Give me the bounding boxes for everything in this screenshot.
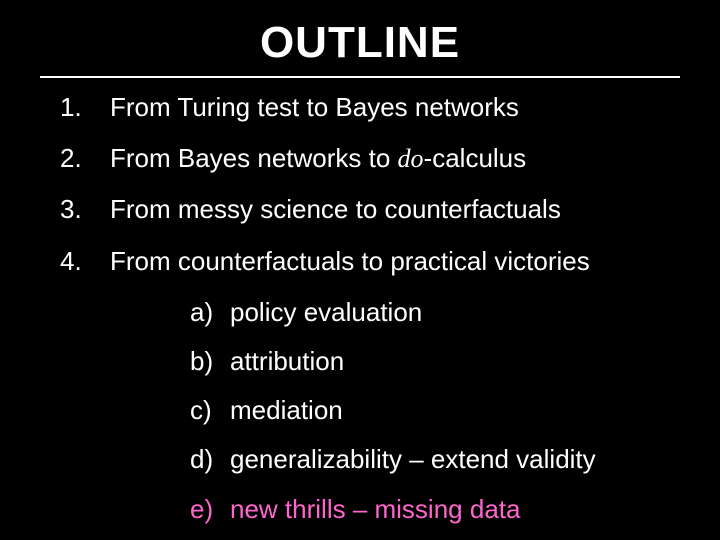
slide: OUTLINE 1. From Turing test to Bayes net… <box>0 0 720 540</box>
subitem-text: mediation <box>230 395 343 426</box>
sublist-item: d) generalizability – extend validity <box>190 444 720 475</box>
subitem-text: policy evaluation <box>230 297 422 328</box>
subitem-label: e) <box>190 494 230 525</box>
outline-list: 1. From Turing test to Bayes networks 2.… <box>0 92 720 277</box>
item-text: From Turing test to Bayes networks <box>110 92 670 123</box>
list-item: 3. From messy science to counterfactuals <box>60 194 670 225</box>
item-number: 2. <box>60 143 110 174</box>
sublist-item: e) new thrills – missing data <box>190 494 720 525</box>
sublist-item: c) mediation <box>190 395 720 426</box>
subitem-label: d) <box>190 444 230 475</box>
list-item: 2. From Bayes networks to do-calculus <box>60 143 670 174</box>
horizontal-rule <box>40 76 680 78</box>
item-text: From counterfactuals to practical victor… <box>110 246 670 277</box>
subitem-label: c) <box>190 395 230 426</box>
item-number: 1. <box>60 92 110 123</box>
sublist-item: b) attribution <box>190 346 720 377</box>
slide-title: OUTLINE <box>0 0 720 76</box>
outline-sublist: a) policy evaluation b) attribution c) m… <box>0 297 720 525</box>
subitem-text: generalizability – extend validity <box>230 444 596 475</box>
item-number: 3. <box>60 194 110 225</box>
subitem-label: b) <box>190 346 230 377</box>
list-item: 4. From counterfactuals to practical vic… <box>60 246 670 277</box>
item-text: From messy science to counterfactuals <box>110 194 670 225</box>
item-number: 4. <box>60 246 110 277</box>
subitem-text: attribution <box>230 346 344 377</box>
subitem-text: new thrills – missing data <box>230 494 520 525</box>
sublist-item: a) policy evaluation <box>190 297 720 328</box>
subitem-label: a) <box>190 297 230 328</box>
list-item: 1. From Turing test to Bayes networks <box>60 92 670 123</box>
item-text: From Bayes networks to do-calculus <box>110 143 670 174</box>
